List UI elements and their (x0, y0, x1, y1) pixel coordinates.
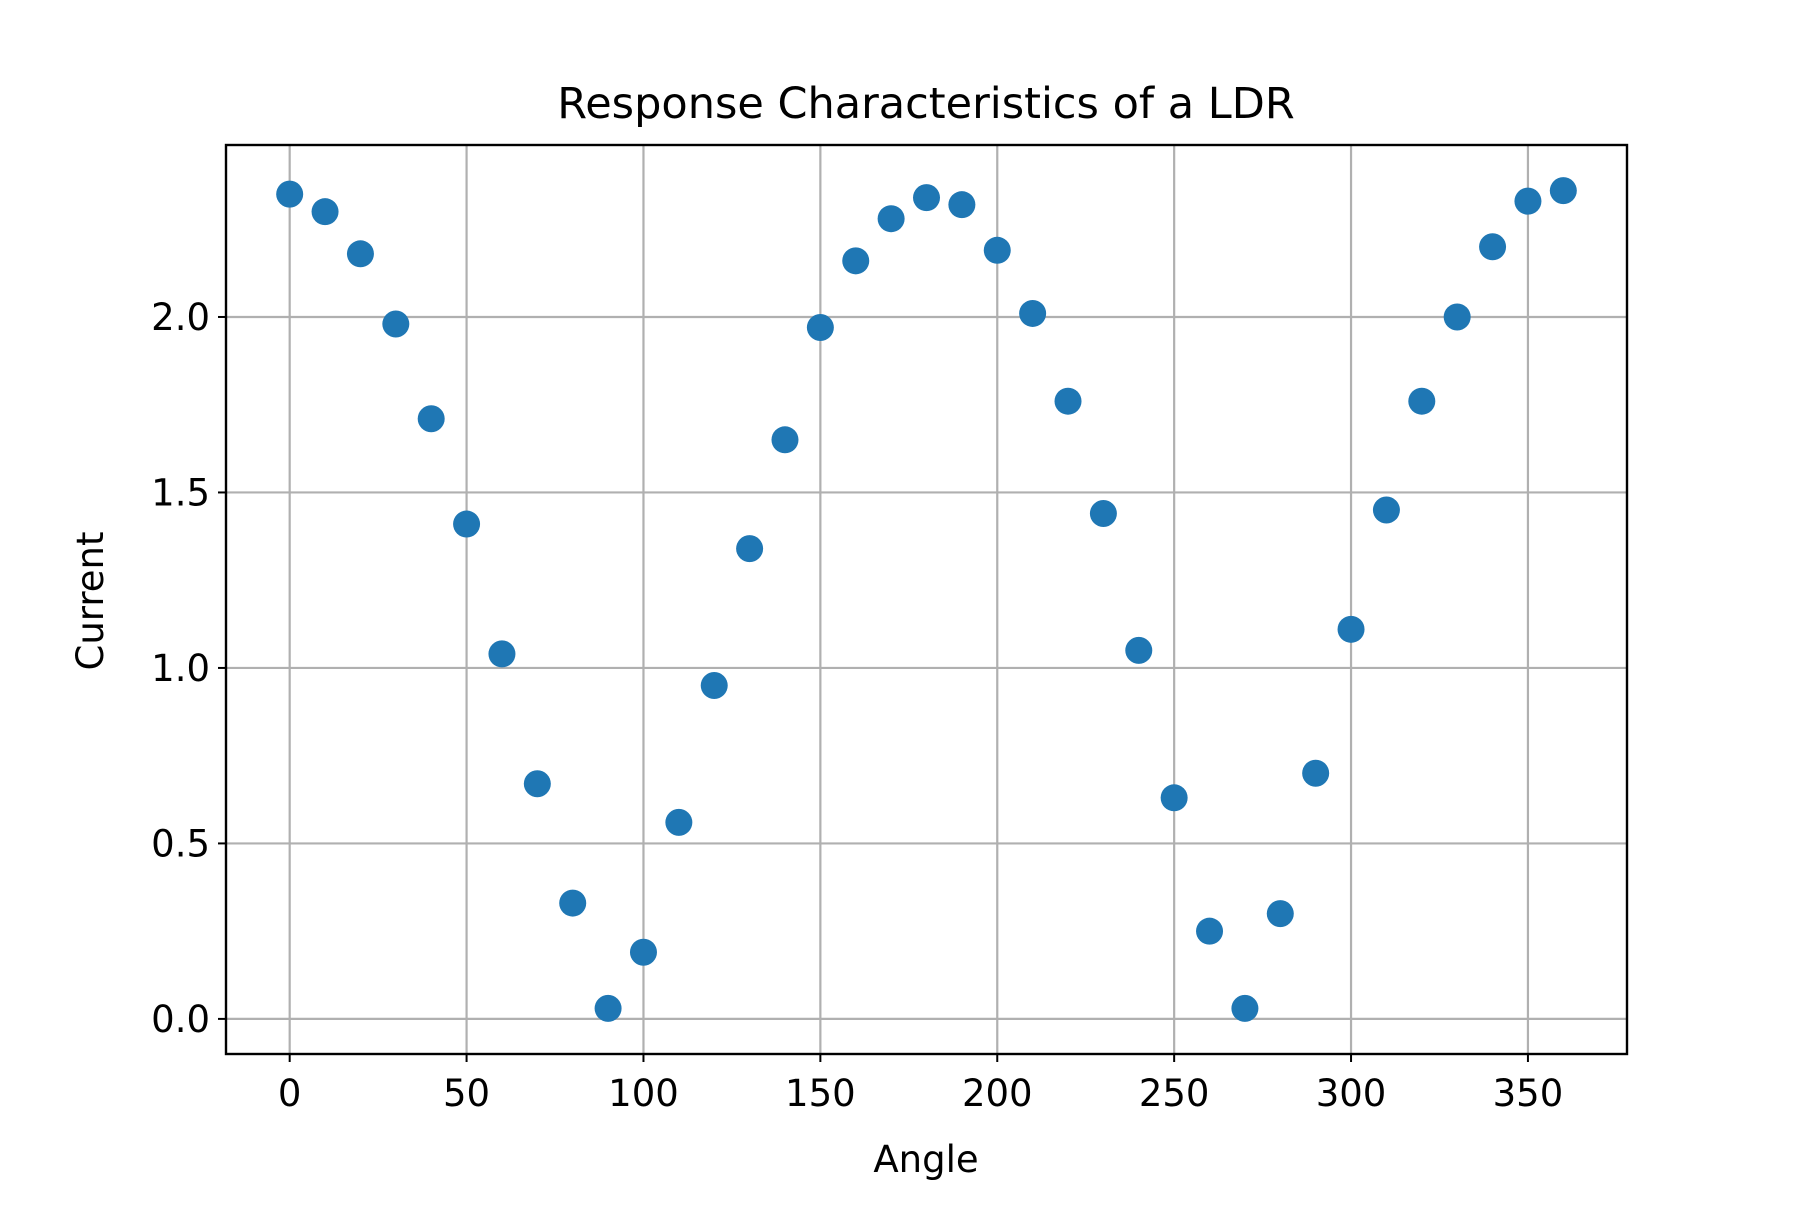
x-tick-label: 300 (1316, 1072, 1387, 1115)
x-tick-label: 50 (443, 1072, 490, 1115)
data-point (948, 191, 976, 219)
x-tick-label: 150 (785, 1072, 856, 1115)
data-point (877, 205, 905, 233)
y-tick-label: 1.0 (151, 647, 210, 690)
x-tick-label: 250 (1139, 1072, 1210, 1115)
grid-layer (226, 145, 1627, 1054)
data-point (311, 198, 339, 226)
data-point (1302, 759, 1330, 787)
data-point (771, 426, 799, 454)
data-point (488, 640, 516, 668)
data-point (1054, 387, 1082, 415)
data-point (1019, 299, 1047, 327)
data-point (629, 938, 657, 966)
data-point (842, 247, 870, 275)
data-point (523, 770, 551, 798)
data-point (1266, 900, 1294, 928)
data-point (1479, 233, 1507, 261)
data-point (1196, 917, 1224, 945)
data-point (1408, 387, 1436, 415)
data-point (1514, 187, 1542, 215)
x-tick-label: 350 (1493, 1072, 1564, 1115)
data-point (276, 180, 304, 208)
data-point (1337, 615, 1365, 643)
data-point (453, 510, 481, 538)
data-point (1160, 784, 1188, 812)
data-point (983, 236, 1011, 264)
data-point (736, 535, 764, 563)
data-point (1549, 177, 1577, 205)
x-tick-label: 200 (962, 1072, 1033, 1115)
data-point (1231, 994, 1259, 1022)
y-tick-label: 1.5 (151, 471, 210, 514)
y-tick-label: 0.5 (151, 822, 210, 865)
y-tick-label: 2.0 (151, 296, 210, 339)
data-point (1125, 636, 1153, 664)
x-axis-label: Angle (873, 1138, 978, 1181)
data-point (1372, 496, 1400, 524)
data-point (346, 240, 374, 268)
data-points (276, 177, 1577, 1022)
data-point (665, 808, 693, 836)
plot-frame (224, 143, 1629, 1056)
data-point (382, 310, 410, 338)
data-point (417, 405, 445, 433)
chart-title: Response Characteristics of a LDR (557, 79, 1294, 129)
data-point (559, 889, 587, 917)
data-point (700, 671, 728, 699)
x-tick-label: 100 (608, 1072, 679, 1115)
data-point (1089, 500, 1117, 528)
data-point (1443, 303, 1471, 331)
x-tick-label: 0 (278, 1072, 302, 1115)
y-axis-label: Current (69, 532, 112, 671)
data-point (594, 994, 622, 1022)
data-point (806, 314, 834, 342)
tick-layer: 0 50 100 150 200 250 300 350 0.0 0.5 1.0 1.5 2.0 (151, 296, 1563, 1115)
y-tick-label: 0.0 (151, 998, 210, 1041)
data-point (913, 184, 940, 212)
